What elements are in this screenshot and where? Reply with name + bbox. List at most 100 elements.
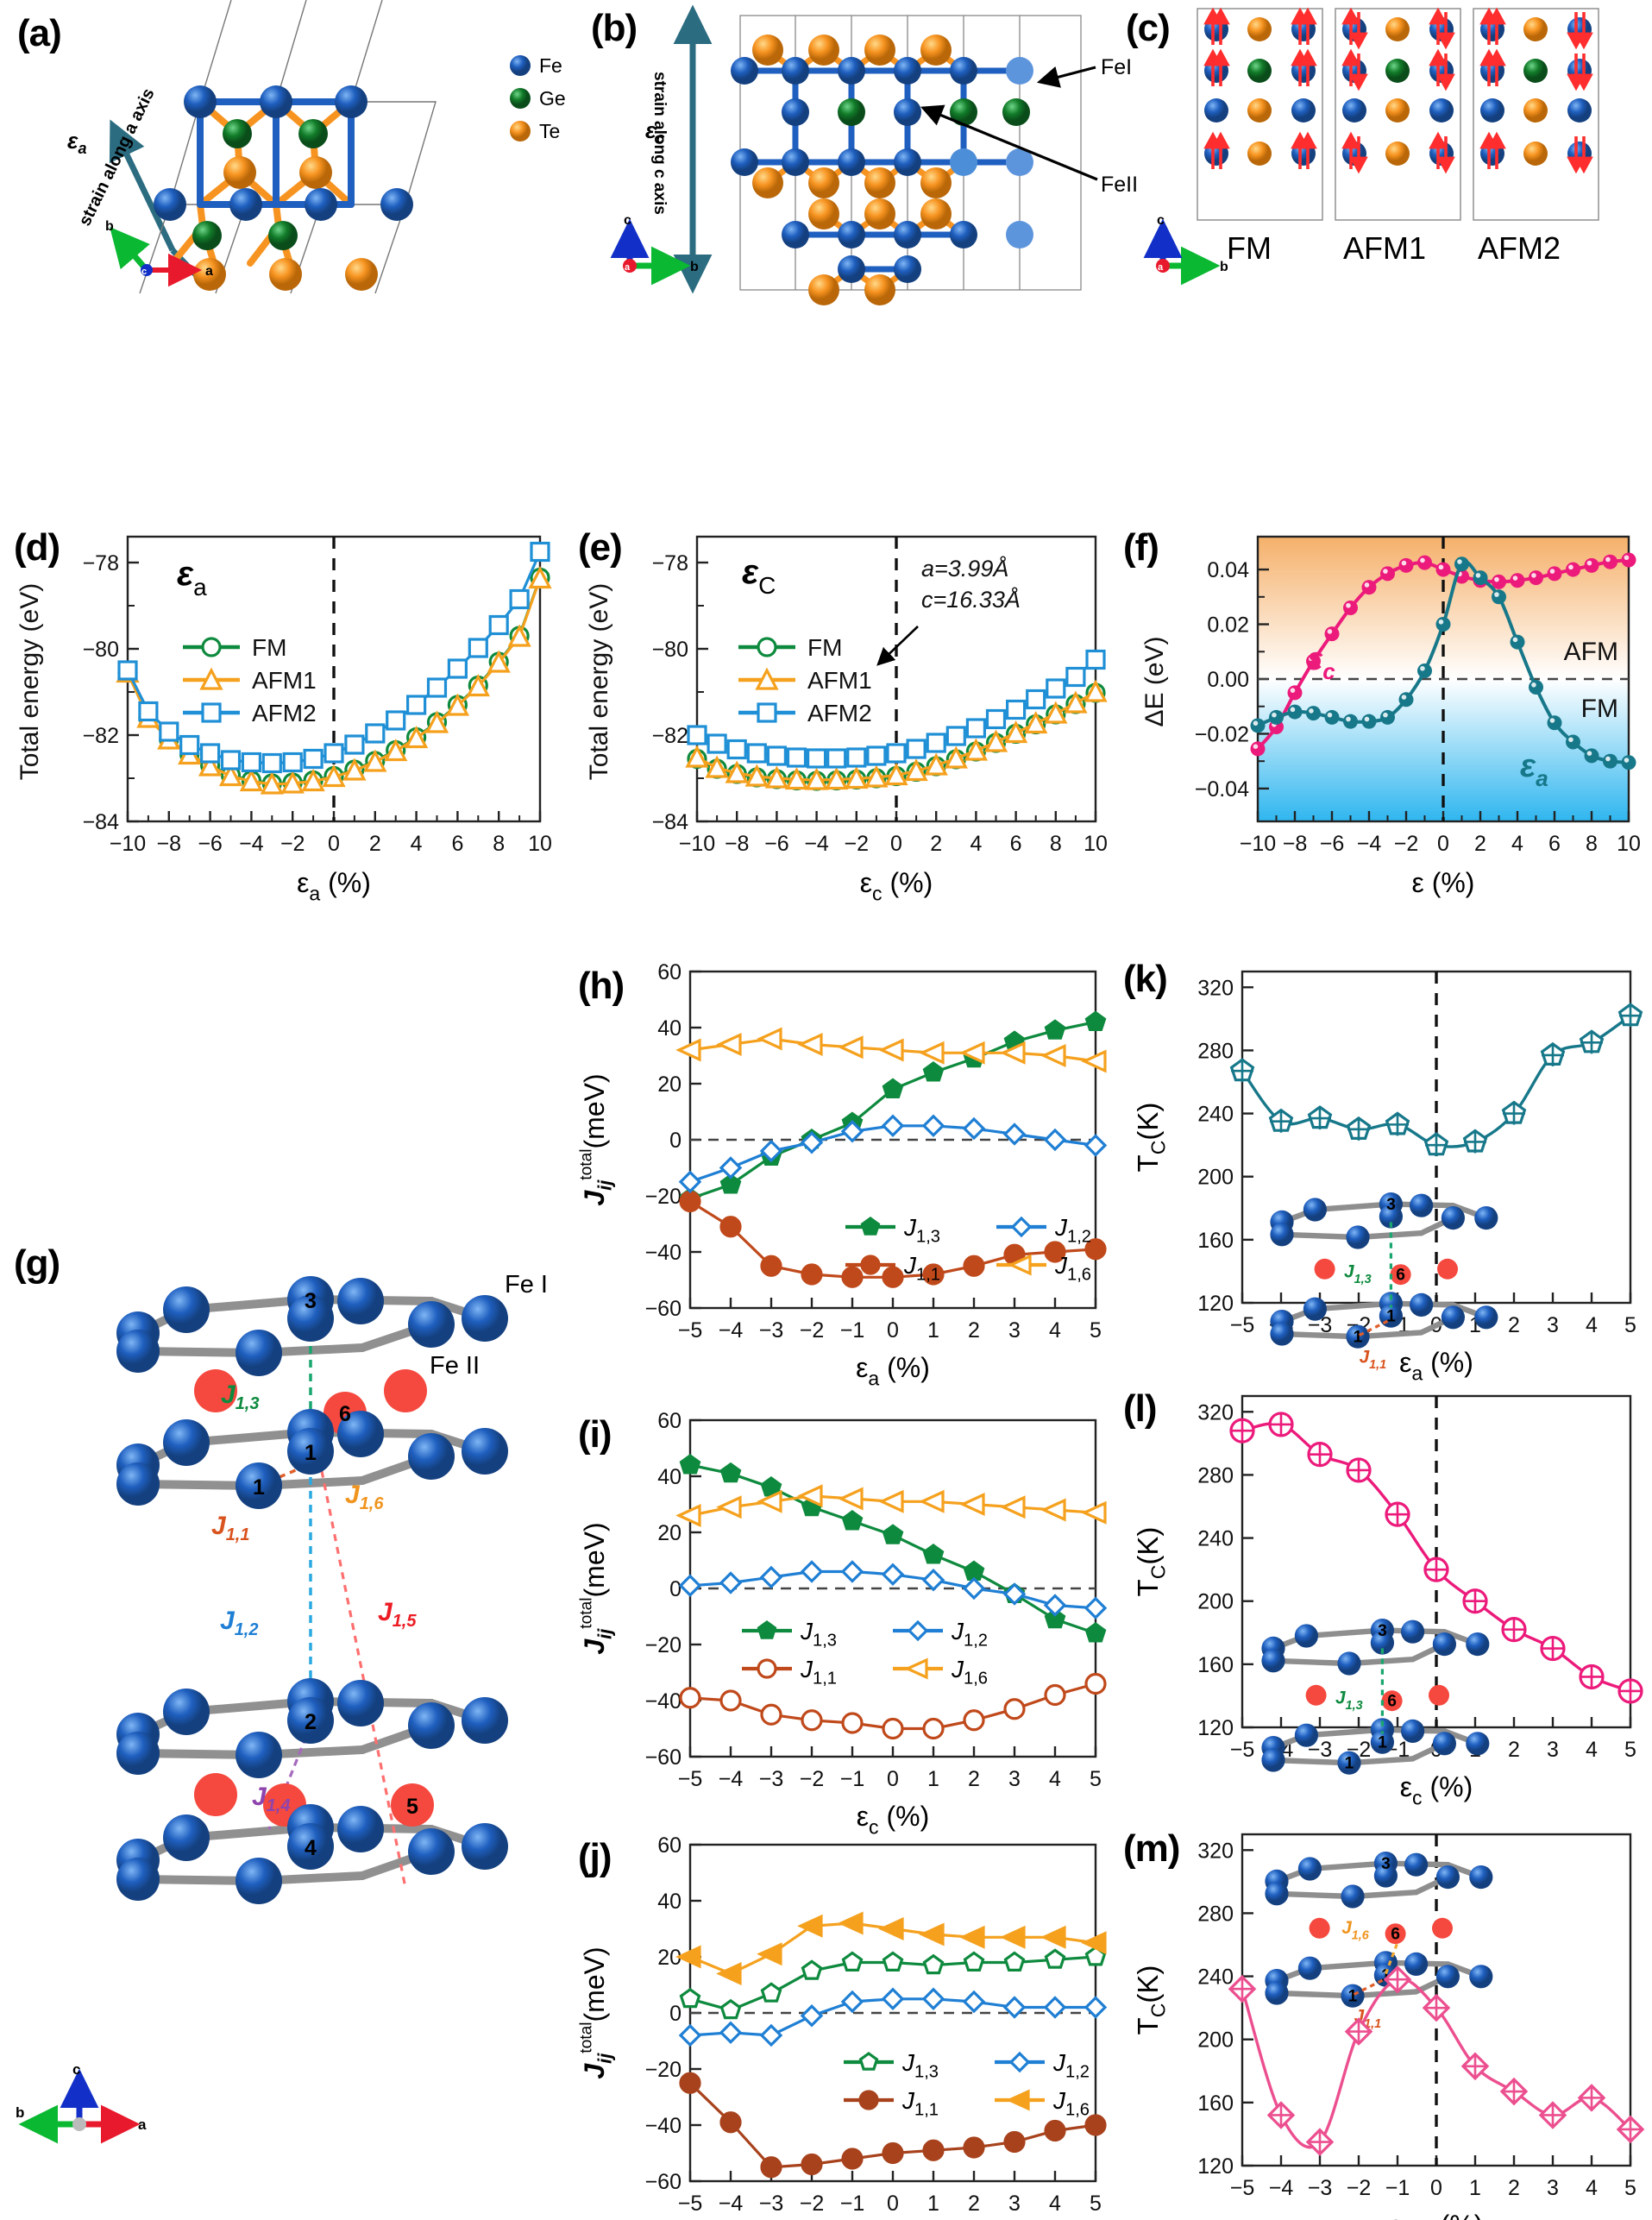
- x-tick-label: −4: [1269, 2176, 1294, 2200]
- data-marker: [719, 1173, 742, 1194]
- x-tick-label: 4: [1586, 1313, 1598, 1337]
- x-tick-label: 3: [1547, 1738, 1559, 1762]
- data-marker: [801, 2153, 823, 2176]
- data-marker: [1008, 1254, 1032, 1276]
- y-tick-label: 60: [657, 960, 682, 984]
- data-marker: [963, 1709, 985, 1732]
- series-J16: [675, 1484, 1107, 1527]
- y-tick-label: −60: [645, 2170, 682, 2194]
- data-marker: [922, 1953, 945, 1975]
- data-marker: [963, 1255, 985, 1277]
- data-marker: [1435, 617, 1451, 632]
- y-tick-label: 240: [1197, 1527, 1234, 1551]
- x-tick-label: 4: [1049, 2192, 1061, 2216]
- x-axis-label: ε (%): [1412, 867, 1475, 898]
- data-marker: [716, 1962, 742, 1985]
- panel-g-label: (g): [14, 1242, 60, 1285]
- legend-label: J1,1: [800, 1656, 837, 1688]
- y-tick-label: −80: [83, 638, 119, 662]
- coupling-label-j12: J1,2: [220, 1607, 259, 1639]
- panel-b: (b) strain along c axis εc: [569, 0, 1138, 305]
- atoms-g: [116, 1276, 508, 1904]
- data-marker: [201, 702, 222, 723]
- data-marker: [1084, 1996, 1108, 2019]
- strain-symbol-a: εa: [67, 128, 86, 157]
- data-marker: [882, 1524, 904, 1544]
- panel-l-label: (l): [1123, 1387, 1158, 1430]
- y-axis-label: Jijtotal(meV): [577, 1522, 615, 1654]
- note-line-c: c=16.33Å: [921, 586, 1021, 613]
- x-tick-label: −3: [759, 1318, 784, 1343]
- data-marker: [959, 1493, 985, 1516]
- note-line-a: a=3.99Å: [921, 555, 1008, 582]
- axis-label-c: c: [624, 213, 631, 228]
- data-marker: [962, 1990, 986, 2014]
- axis-label-c: c: [72, 2061, 80, 2078]
- data-marker: [1529, 680, 1543, 695]
- svg-text:3: 3: [1378, 1622, 1387, 1640]
- x-tick-label: 5: [1090, 2192, 1102, 2216]
- inset-structure: 3 6 1 1 J1,3 J1,1: [1270, 1192, 1498, 1372]
- data-marker: [1010, 1216, 1033, 1238]
- chart-m: −5 −4 −3 −2 −1 0 1 2 3 4 5 120 160 200 240 280 320 3 6 1 1 J1…: [1132, 1833, 1645, 2220]
- data-marker: [384, 739, 408, 762]
- panel-c: (c): [1121, 0, 1652, 293]
- panel-b-structure: strain along c axis εc: [645, 4, 1138, 305]
- series-AFM1: [685, 679, 1108, 790]
- svg-text:6: 6: [1387, 1693, 1397, 1711]
- data-marker: [1228, 1974, 1257, 2003]
- x-tick-label: 0: [1430, 2176, 1442, 2200]
- data-marker: [424, 710, 449, 733]
- data-marker: [199, 667, 223, 690]
- x-tick-label: 3: [1008, 1767, 1021, 1791]
- x-axis-label: εc (%): [860, 867, 933, 905]
- x-tick-label: −4: [239, 832, 264, 856]
- data-marker: [1306, 706, 1321, 721]
- data-marker: [826, 748, 847, 769]
- panel-c-structures: FM AFM1 AFM2: [1197, 7, 1599, 266]
- x-tick-label: 2: [968, 1767, 980, 1791]
- data-marker: [282, 752, 303, 773]
- data-marker: [1501, 1100, 1527, 1125]
- svg-text:5: 5: [406, 1795, 418, 1819]
- data-marker: [1617, 1678, 1643, 1704]
- data-marker: [179, 734, 200, 756]
- x-tick-label: −8: [1283, 832, 1308, 856]
- data-marker: [1084, 2114, 1107, 2136]
- data-marker: [1343, 601, 1358, 615]
- legend-label-AFM1: AFM1: [252, 667, 317, 694]
- data-marker: [528, 566, 552, 589]
- y-tick-label: −82: [83, 724, 119, 748]
- data-marker: [919, 1922, 945, 1946]
- y-axis-label: TC(K): [1132, 1527, 1170, 1597]
- series-J12: [678, 1987, 1108, 2047]
- data-marker: [719, 1462, 742, 1483]
- svg-text:1: 1: [1345, 1755, 1354, 1773]
- annotation-fei: FeI: [1036, 55, 1132, 88]
- site-label-fe2: Fe II: [430, 1352, 480, 1380]
- data-marker: [1002, 1996, 1027, 2019]
- data-marker: [1324, 709, 1340, 725]
- x-tick-label: −4: [719, 1767, 744, 1791]
- svg-text:J1,6: J1,6: [1341, 1918, 1370, 1942]
- data-marker: [679, 1687, 701, 1709]
- svg-text:3: 3: [1381, 1855, 1391, 1873]
- data-marker: [1044, 2119, 1066, 2142]
- x-tick-label: 4: [1586, 1738, 1598, 1762]
- data-marker: [1422, 1993, 1451, 2022]
- panel-b-label: (b): [591, 7, 638, 49]
- data-marker: [1380, 709, 1395, 725]
- x-tick-label: −10: [679, 832, 715, 856]
- data-marker: [220, 750, 242, 770]
- y-tick-label: 240: [1197, 1103, 1234, 1127]
- data-marker: [1008, 2051, 1031, 2073]
- data-marker: [801, 1263, 823, 1286]
- data-marker: [719, 1216, 742, 1238]
- coupling-line-j11: [258, 1463, 309, 1487]
- data-marker: [679, 1190, 701, 1213]
- data-marker: [860, 1217, 881, 1236]
- data-marker: [1538, 2101, 1567, 2129]
- axes: −5 −4 −3 −2 −1 0 1 2 3 4 5 −60 −40 −20 0 20 40 60: [645, 960, 1102, 1343]
- panel-m-label: (m): [1123, 1827, 1180, 1870]
- svg-text:TC(K): TC(K): [1132, 1103, 1170, 1173]
